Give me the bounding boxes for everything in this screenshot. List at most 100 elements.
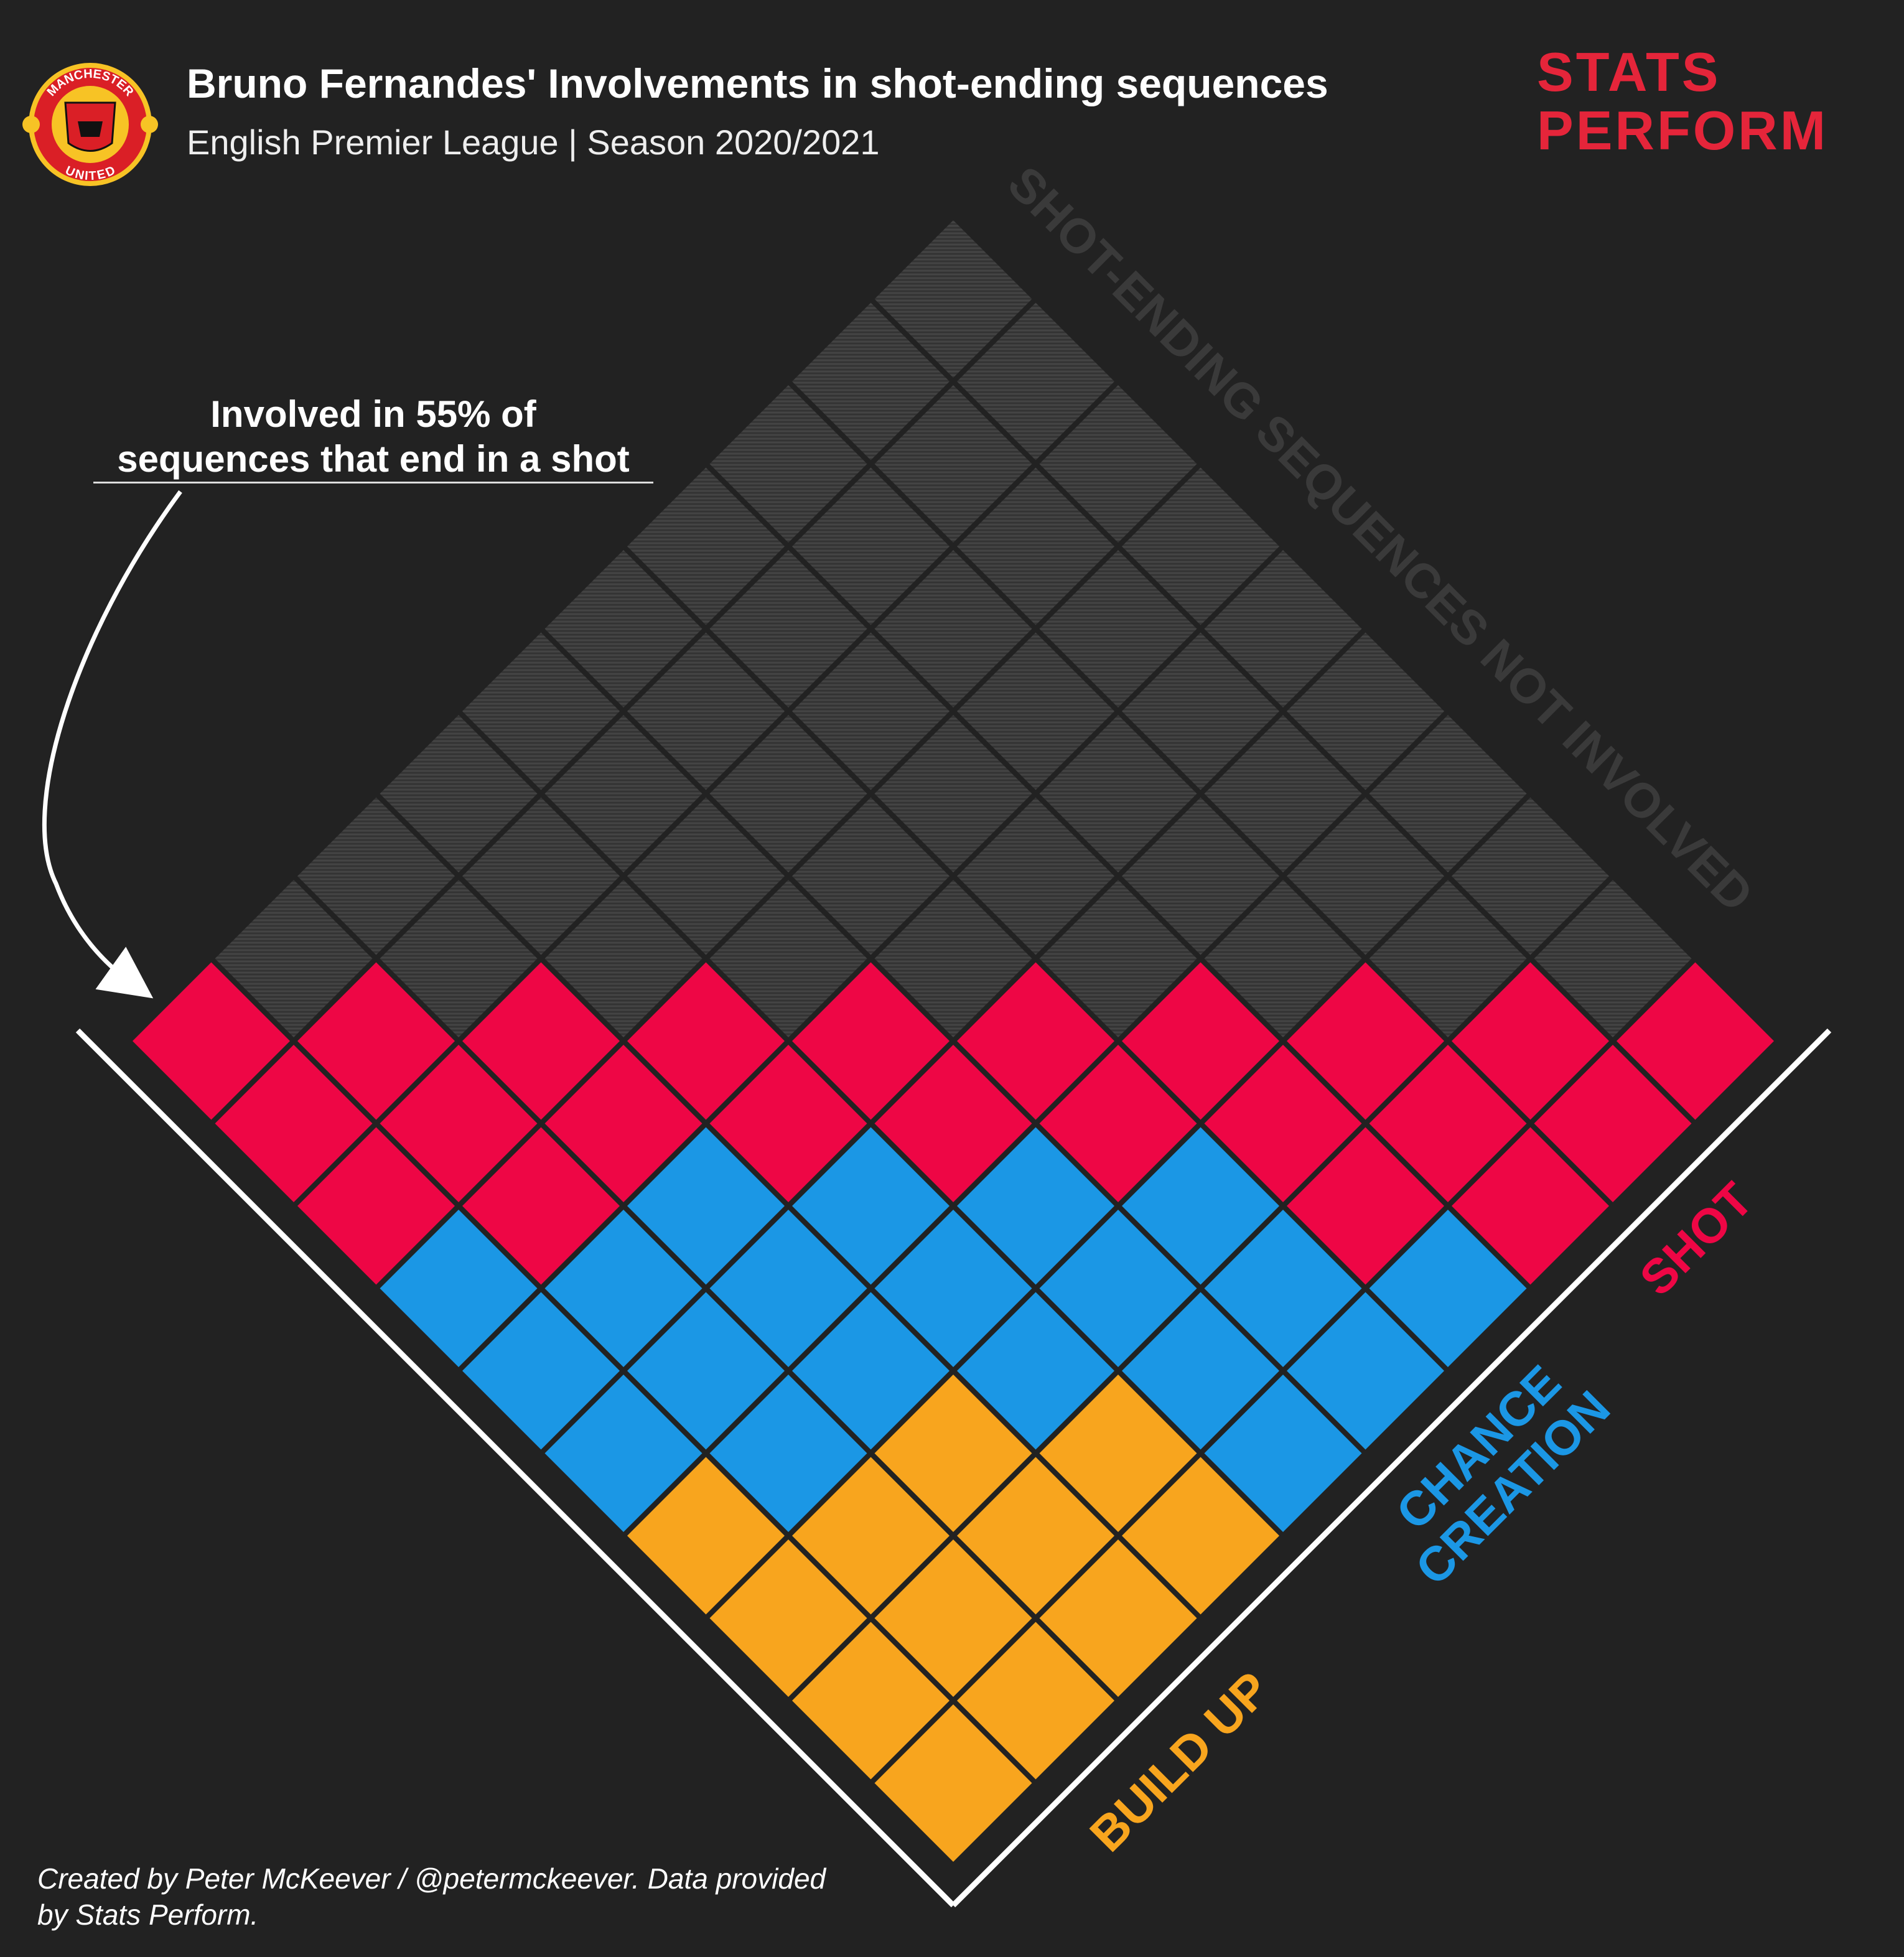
page-subtitle: English Premier League | Season 2020/202…: [187, 123, 880, 162]
waffle-cell-shot: [792, 962, 950, 1120]
waffle-cell-shot: [380, 1045, 538, 1202]
waffle-cell-build-up: [627, 1457, 785, 1615]
waffle-cell-shot: [957, 962, 1114, 1120]
waffle-cell-shot-ending-sequences-not-involved: [792, 467, 950, 625]
waffle-cell-chance-creation: [957, 1127, 1114, 1285]
waffle-cell-chance-creation: [1287, 1292, 1444, 1450]
waffle-cell-shot-ending-sequences-not-involved: [1039, 385, 1197, 543]
waffle-cell-shot: [1369, 1045, 1527, 1202]
waffle-cell-shot: [1287, 1127, 1444, 1285]
waffle-cell-build-up: [874, 1539, 1032, 1697]
waffle-cell-build-up: [957, 1457, 1114, 1615]
waffle-cell-shot-ending-sequences-not-involved: [957, 797, 1114, 955]
waffle-cell-build-up: [792, 1457, 950, 1615]
label-shot: SHOT: [1629, 1172, 1763, 1305]
credits-footer: Created by Peter McKeever / @petermckeev…: [37, 1861, 896, 1933]
footer-line-2: by Stats Perform.: [37, 1899, 259, 1931]
waffle-cell-chance-creation: [957, 1292, 1114, 1450]
waffle-cell-shot-ending-sequences-not-involved: [544, 550, 702, 708]
waffle-cell-shot-ending-sequences-not-involved: [297, 797, 455, 955]
waffle-cell-shot: [462, 962, 620, 1120]
waffle-cell-chance-creation: [380, 1210, 538, 1367]
waffle-cell-shot-ending-sequences-not-involved: [709, 880, 867, 1037]
waffle-cell-shot-ending-sequences-not-involved: [1204, 550, 1362, 708]
left-axis-line: [75, 1028, 956, 1908]
waffle-cell-chance-creation: [792, 1127, 950, 1285]
waffle-cell-shot-ending-sequences-not-involved: [544, 880, 702, 1037]
waffle-cell-build-up: [874, 1704, 1032, 1862]
waffle-cell-shot: [544, 1045, 702, 1202]
annotation-line-2: sequences that end in a shot: [117, 438, 630, 480]
waffle-cell-chance-creation: [709, 1375, 867, 1532]
waffle-cell-shot-ending-sequences-not-involved: [1122, 632, 1279, 790]
waffle-cell-shot-ending-sequences-not-involved: [874, 715, 1032, 872]
waffle-cell-build-up: [1122, 1457, 1279, 1615]
footer-line-1: Created by Peter McKeever / @petermckeev…: [37, 1862, 826, 1895]
waffle-cell-chance-creation: [709, 1210, 867, 1367]
waffle-cell-shot: [709, 1045, 867, 1202]
waffle-cell-shot: [297, 962, 455, 1120]
waffle-cell-chance-creation: [1122, 1292, 1279, 1450]
waffle-cell-shot: [462, 1127, 620, 1285]
waffle-cell-shot: [1452, 962, 1609, 1120]
annotation-arrow: [42, 490, 182, 999]
waffle-cell-build-up: [1039, 1539, 1197, 1697]
annotation-line-1: Involved in 55% of: [210, 393, 536, 435]
waffle-cell-shot-ending-sequences-not-involved: [874, 385, 1032, 543]
waffle-cell-chance-creation: [1369, 1210, 1527, 1367]
waffle-cell-shot: [215, 1045, 373, 1202]
waffle-cell-shot: [1039, 1045, 1197, 1202]
waffle-cell-shot: [1452, 1127, 1609, 1285]
waffle-cell-shot-ending-sequences-not-involved: [1039, 880, 1197, 1037]
waffle-cell-shot-ending-sequences-not-involved: [380, 880, 538, 1037]
waffle-cell-shot-ending-sequences-not-involved: [1204, 715, 1362, 872]
waffle-cell-shot-ending-sequences-not-involved: [957, 302, 1114, 460]
waffle-cell-build-up: [792, 1622, 950, 1780]
waffle-cell-chance-creation: [874, 1210, 1032, 1367]
waffle-cell-shot-ending-sequences-not-involved: [1287, 797, 1444, 955]
right-axis-line: [951, 1028, 1832, 1908]
waffle-cell-shot: [297, 1127, 455, 1285]
waffle-cell-shot: [1122, 962, 1279, 1120]
waffle-cell-shot-ending-sequences-not-involved: [627, 797, 785, 955]
waffle-cell-shot: [1204, 1045, 1362, 1202]
waffle-cell-build-up: [874, 1375, 1032, 1532]
waffle-cell-build-up: [709, 1539, 867, 1697]
waffle-cell-shot: [133, 962, 290, 1120]
involvement-annotation: Involved in 55% of sequences that end in…: [93, 392, 653, 482]
waffle-cell-shot-ending-sequences-not-involved: [1039, 715, 1197, 872]
waffle-cell-shot-ending-sequences-not-involved: [957, 632, 1114, 790]
waffle-cell-shot-ending-sequences-not-involved: [1369, 880, 1527, 1037]
waffle-cell-shot-ending-sequences-not-involved: [709, 385, 867, 543]
annotation-underline: [93, 482, 653, 483]
waffle-cell-shot: [1617, 962, 1774, 1120]
waffle-cell-shot: [874, 1045, 1032, 1202]
waffle-cell-shot-ending-sequences-not-involved: [792, 632, 950, 790]
waffle-cell-shot-ending-sequences-not-involved: [874, 550, 1032, 708]
waffle-cell-chance-creation: [627, 1292, 785, 1450]
waffle-cell-chance-creation: [792, 1292, 950, 1450]
waffle-cell-chance-creation: [1204, 1210, 1362, 1367]
waffle-cell-shot-ending-sequences-not-involved: [627, 467, 785, 625]
waffle-cell-chance-creation: [1039, 1210, 1197, 1367]
waffle-cell-shot-ending-sequences-not-involved: [874, 880, 1032, 1037]
waffle-cell-shot-ending-sequences-not-involved: [957, 467, 1114, 625]
waffle-cell-shot-ending-sequences-not-involved: [1452, 797, 1609, 955]
brand-line-1: STATS: [1537, 41, 1721, 103]
waffle-cells: [133, 220, 1774, 1862]
waffle-cell-shot-ending-sequences-not-involved: [709, 550, 867, 708]
club-crest-icon: MANCHESTER UNITED: [22, 63, 158, 186]
club-crest-logo: MANCHESTER UNITED: [19, 50, 162, 193]
brand-line-2: PERFORM: [1537, 100, 1828, 161]
waffle-cell-shot-ending-sequences-not-involved: [1534, 880, 1692, 1037]
waffle-cell-shot-ending-sequences-not-involved: [1204, 880, 1362, 1037]
waffle-cell-shot-ending-sequences-not-involved: [544, 715, 702, 872]
waffle-cell-shot: [1534, 1045, 1692, 1202]
waffle-cell-shot-ending-sequences-not-involved: [462, 632, 620, 790]
waffle-cell-shot: [627, 962, 785, 1120]
waffle-cell-shot-ending-sequences-not-involved: [874, 220, 1032, 378]
waffle-cell-shot-ending-sequences-not-involved: [1369, 715, 1527, 872]
waffle-cell-shot-ending-sequences-not-involved: [1039, 550, 1197, 708]
waffle-cell-chance-creation: [1122, 1127, 1279, 1285]
